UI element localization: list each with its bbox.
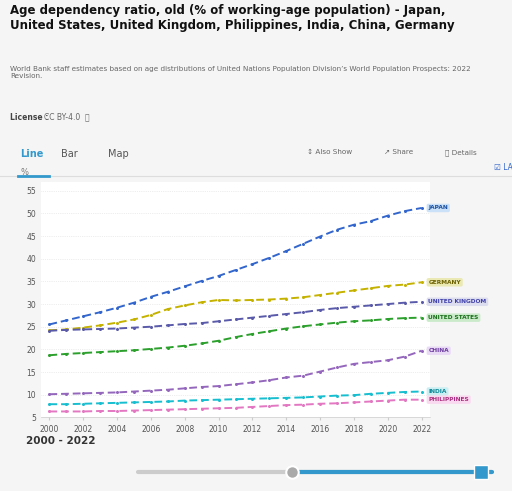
Text: World Bank staff estimates based on age distributions of United Nations Populati: World Bank staff estimates based on age …: [10, 66, 471, 79]
Text: Map: Map: [108, 149, 129, 159]
Y-axis label: %: %: [21, 168, 29, 177]
Text: CC BY-4.0  ⓘ: CC BY-4.0 ⓘ: [44, 113, 89, 122]
Text: CHINA: CHINA: [429, 348, 449, 353]
Text: Bar: Bar: [61, 149, 78, 159]
Text: UNITED STATES: UNITED STATES: [429, 315, 479, 320]
Text: ☑ LABEL: ☑ LABEL: [495, 163, 512, 172]
Text: ↕ Also Show: ↕ Also Show: [307, 149, 352, 155]
Text: 2000 - 2022: 2000 - 2022: [26, 436, 95, 446]
Text: JAPAN: JAPAN: [429, 205, 448, 211]
Text: License :: License :: [10, 113, 51, 122]
Text: INDIA: INDIA: [429, 389, 447, 394]
Text: ⓘ Details: ⓘ Details: [445, 149, 477, 156]
Text: UNITED KINGDOM: UNITED KINGDOM: [429, 300, 486, 304]
Text: ↗ Share: ↗ Share: [384, 149, 413, 155]
Text: PHILIPPINES: PHILIPPINES: [429, 397, 469, 402]
Text: GERMANY: GERMANY: [429, 280, 461, 285]
Text: Line: Line: [20, 149, 44, 159]
Text: Age dependency ratio, old (% of working-age population) - Japan,
United States, : Age dependency ratio, old (% of working-…: [10, 4, 455, 32]
